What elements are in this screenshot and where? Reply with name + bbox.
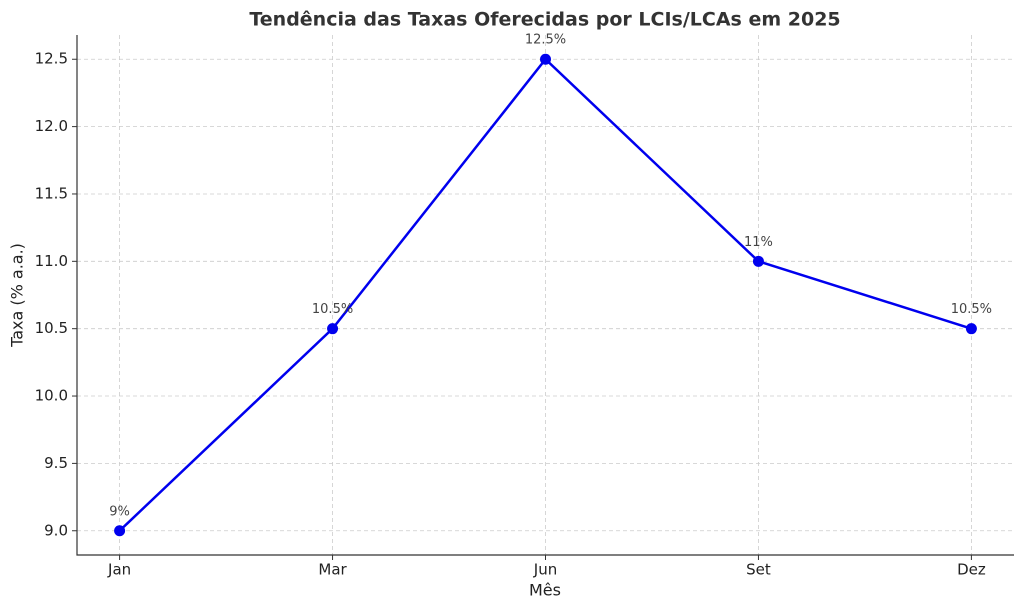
chart-title: Tendência das Taxas Oferecidas por LCIs/…	[249, 9, 840, 31]
point	[752, 255, 764, 267]
y-tick-label: 11.5	[35, 184, 68, 202]
y-tick-label: 10.0	[35, 387, 68, 405]
y-tick-label: 12.0	[35, 117, 68, 135]
value-label: 11%	[744, 235, 773, 250]
point	[114, 525, 126, 537]
point	[540, 53, 551, 65]
y-tick-label: 10.5	[35, 319, 68, 337]
y-tick-label: 9.5	[44, 454, 68, 472]
x-tick-label: Jun	[533, 561, 557, 579]
value-label: 12.5%	[525, 33, 566, 48]
y-tick-label: 11.0	[35, 252, 68, 270]
x-tick-label: Set	[746, 561, 771, 579]
value-label: 9%	[109, 504, 130, 519]
point	[965, 323, 977, 335]
y-tick-label: 12.5	[35, 50, 68, 68]
y-axis-label: Taxa (% a.a.)	[8, 243, 27, 348]
x-tick-label: Mar	[318, 561, 347, 579]
x-tick-label: Dez	[957, 561, 986, 579]
y-tick-label: 9.0	[44, 521, 68, 539]
axes	[76, 35, 1014, 556]
value-label: 10.5%	[312, 302, 353, 317]
x-tick-label: Jan	[107, 561, 131, 579]
value-label: 10.5%	[951, 302, 992, 317]
x-axis-label: Mês	[529, 581, 561, 600]
point	[327, 323, 339, 335]
